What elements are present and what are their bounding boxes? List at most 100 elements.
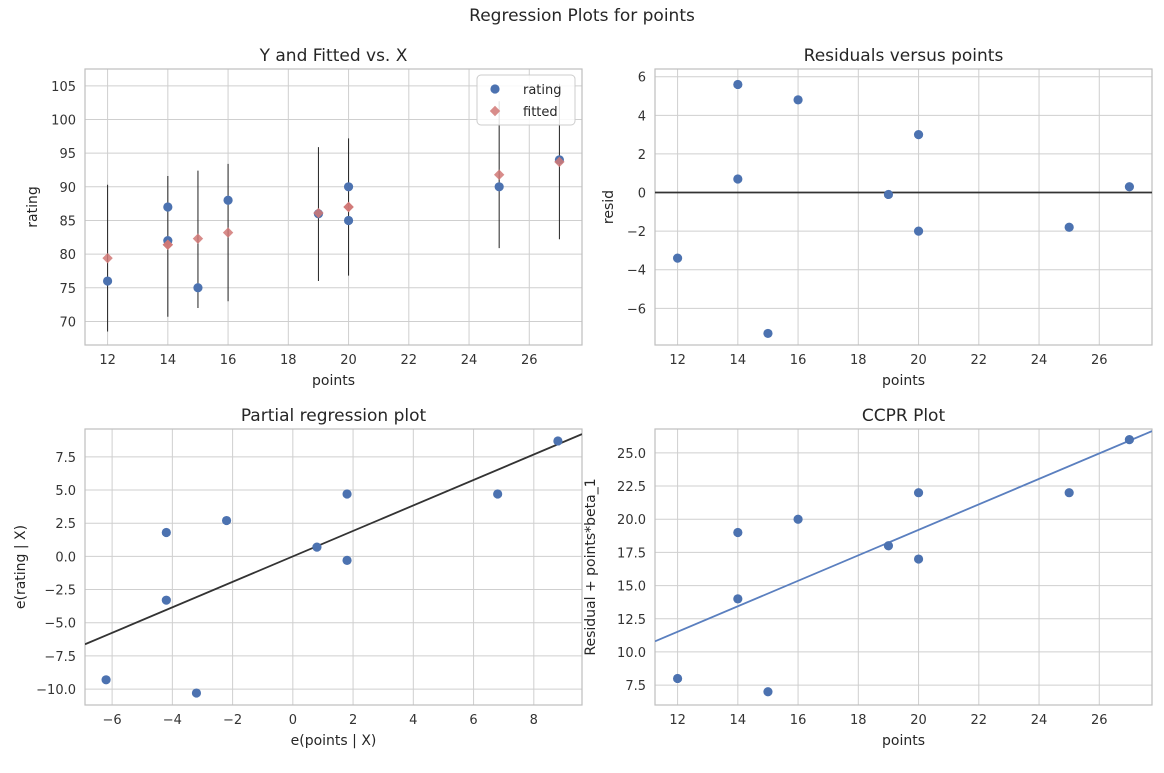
panel-title: Y and Fitted vs. X <box>259 46 408 66</box>
plot-area <box>85 433 582 698</box>
x-tick-label: 18 <box>280 353 297 368</box>
data-point <box>342 555 352 565</box>
y-tick-label: −7.5 <box>44 650 76 665</box>
fitted-point <box>222 227 234 238</box>
x-axis-label: e(points | X) <box>291 733 377 749</box>
data-point <box>1064 222 1074 232</box>
x-tick-label: 14 <box>730 713 747 728</box>
figure-title: Regression Plots for points <box>469 6 695 26</box>
x-tick-label: 24 <box>461 353 478 368</box>
x-tick-label: 14 <box>730 353 747 368</box>
y-tick-label: 105 <box>51 80 76 95</box>
panel-title: Partial regression plot <box>241 406 427 426</box>
data-point <box>733 527 743 538</box>
x-axis-label: points <box>882 733 925 749</box>
panel-title: Residuals versus points <box>804 46 1004 66</box>
x-tick-label: 12 <box>669 353 686 368</box>
data-point <box>163 202 173 212</box>
data-point <box>1064 488 1074 498</box>
data-point <box>343 215 354 226</box>
data-point <box>913 488 924 498</box>
x-tick-label: 16 <box>790 353 807 368</box>
x-axis-label: points <box>882 373 925 389</box>
x-tick-label: 12 <box>99 353 116 368</box>
x-tick-label: 6 <box>469 713 477 728</box>
x-tick-label: 24 <box>1031 713 1048 728</box>
y-tick-label: 10.0 <box>617 646 646 661</box>
y-tick-label: 6 <box>638 71 646 86</box>
plot-area <box>655 79 1152 339</box>
data-point <box>793 514 803 524</box>
x-tick-label: 18 <box>850 713 867 728</box>
y-tick-label: 0.0 <box>55 550 76 565</box>
plot-frame <box>84 428 583 706</box>
data-point <box>1124 435 1135 445</box>
fitted-point <box>493 169 505 180</box>
x-tick-label: 20 <box>910 353 927 368</box>
y-axis-label: e(rating | X) <box>13 525 29 609</box>
data-point <box>763 328 773 339</box>
data-point <box>494 182 504 192</box>
legend-label-fitted: fitted <box>523 105 558 120</box>
fitted-point <box>343 201 354 213</box>
x-tick-label: 22 <box>971 353 988 368</box>
panel-title: CCPR Plot <box>862 406 946 426</box>
x-tick-label: 12 <box>669 713 686 728</box>
x-tick-label: −6 <box>103 713 122 728</box>
legend-marker-rating <box>490 84 500 94</box>
y-tick-label: 7.5 <box>55 451 76 466</box>
y-tick-label: 20.0 <box>617 513 646 528</box>
data-point <box>342 489 352 499</box>
plot-frame <box>84 68 583 346</box>
data-point <box>883 541 894 551</box>
fitted-point <box>192 233 204 244</box>
data-point <box>883 189 894 200</box>
legend-box <box>476 74 576 126</box>
y-axis-label: rating <box>25 186 41 227</box>
y-tick-label: 100 <box>51 113 76 128</box>
x-tick-label: 22 <box>971 713 988 728</box>
plot-area <box>655 430 1152 697</box>
legend: rating fitted <box>476 74 576 126</box>
data-point <box>193 283 203 293</box>
data-point <box>763 687 773 697</box>
fitted-point <box>313 207 324 219</box>
data-point <box>733 594 743 604</box>
y-tick-label: 90 <box>59 181 76 196</box>
y-tick-label: −5.0 <box>44 617 76 632</box>
data-point <box>343 182 354 192</box>
y-tick-label: 12.5 <box>617 613 646 628</box>
x-tick-label: −2 <box>223 713 242 728</box>
x-tick-label: 4 <box>409 713 417 728</box>
x-tick-label: 22 <box>401 353 418 368</box>
panel-partial-regression-plot: −6 −4 −2 0 2 4 6 8 −10.0 −7.5 −5.0 −2.5 0.0 2.5 5.0 7.5… <box>13 406 583 749</box>
data-point <box>161 527 171 538</box>
y-tick-label: 7.5 <box>625 679 646 694</box>
x-tick-label: 26 <box>1091 713 1108 728</box>
y-tick-label: 0 <box>638 187 646 202</box>
data-point <box>793 95 803 105</box>
x-tick-label: 18 <box>850 353 867 368</box>
y-tick-label: 5.0 <box>55 484 76 499</box>
data-point <box>672 253 683 263</box>
y-tick-label: 17.5 <box>617 546 646 561</box>
y-tick-label: −6 <box>627 302 646 317</box>
x-tick-label: −4 <box>163 713 182 728</box>
data-point <box>913 130 924 140</box>
x-tick-label: 8 <box>530 713 538 728</box>
y-tick-label: 22.5 <box>617 480 646 495</box>
y-tick-label: 85 <box>59 214 76 229</box>
panel-y-and-fitted-vs-x: 12 14 16 18 20 22 24 26 70 75 80 85 90 95 100 105 Y and … <box>25 46 583 389</box>
data-point <box>223 195 233 205</box>
data-point <box>1124 182 1135 192</box>
plot-area <box>102 83 565 332</box>
x-tick-label: 0 <box>289 713 297 728</box>
legend-label-rating: rating <box>523 83 562 98</box>
y-axis-label: Residual + points*beta_1 <box>583 478 599 655</box>
y-tick-label: 70 <box>59 315 76 330</box>
data-point <box>312 542 322 552</box>
plot-frame <box>654 428 1153 706</box>
y-tick-label: −2 <box>627 225 646 240</box>
